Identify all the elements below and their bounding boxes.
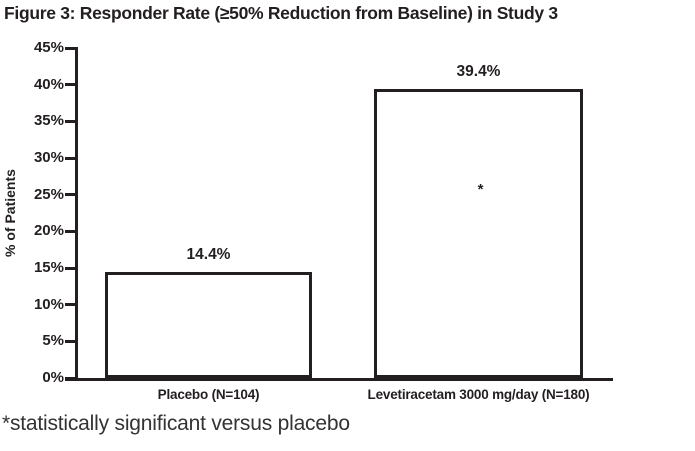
y-tick-label: 10% xyxy=(33,295,64,313)
y-axis-tick xyxy=(65,193,76,197)
y-axis-tick xyxy=(65,266,76,270)
y-axis-tick xyxy=(65,156,76,160)
y-tick-label: 40% xyxy=(33,75,64,93)
y-tick-label: 45% xyxy=(33,39,64,56)
bar-value-label: 39.4% xyxy=(456,63,501,81)
bar-value-label: 14.4% xyxy=(186,246,231,264)
y-axis-tick xyxy=(65,83,76,87)
y-tick-label: 20% xyxy=(33,222,64,240)
y-axis-line xyxy=(75,47,78,381)
category-label: Placebo (N=104) xyxy=(157,387,260,402)
y-tick-label: 35% xyxy=(33,112,64,130)
y-tick-label: 15% xyxy=(33,259,64,276)
y-axis-tick xyxy=(65,46,76,50)
y-axis-tick xyxy=(65,376,76,380)
category-label: Levetiracetam 3000 mg/day (N=180) xyxy=(367,387,590,402)
y-axis-tick xyxy=(65,229,76,233)
x-axis-line xyxy=(65,378,613,381)
y-tick-label: 0% xyxy=(42,369,64,386)
y-axis-tick xyxy=(65,303,76,307)
bar-levetiracetam xyxy=(374,89,583,378)
y-axis-tick xyxy=(65,119,76,123)
y-tick-label: 5% xyxy=(42,332,64,350)
significance-footnote: *statistically significant versus placeb… xyxy=(2,412,350,435)
figure-title: Figure 3: Responder Rate (≥50% Reduction… xyxy=(4,3,558,23)
plot-area: 0% 5% 10% 15% 20% 25% 30% 35% 40% 45% 14.4% Placebo… xyxy=(34,39,613,402)
y-tick-label: 30% xyxy=(33,149,64,166)
y-axis-tick xyxy=(65,339,76,343)
y-tick-label: 25% xyxy=(33,185,64,203)
bar-placebo xyxy=(105,272,312,378)
significance-asterisk: * xyxy=(477,181,484,199)
